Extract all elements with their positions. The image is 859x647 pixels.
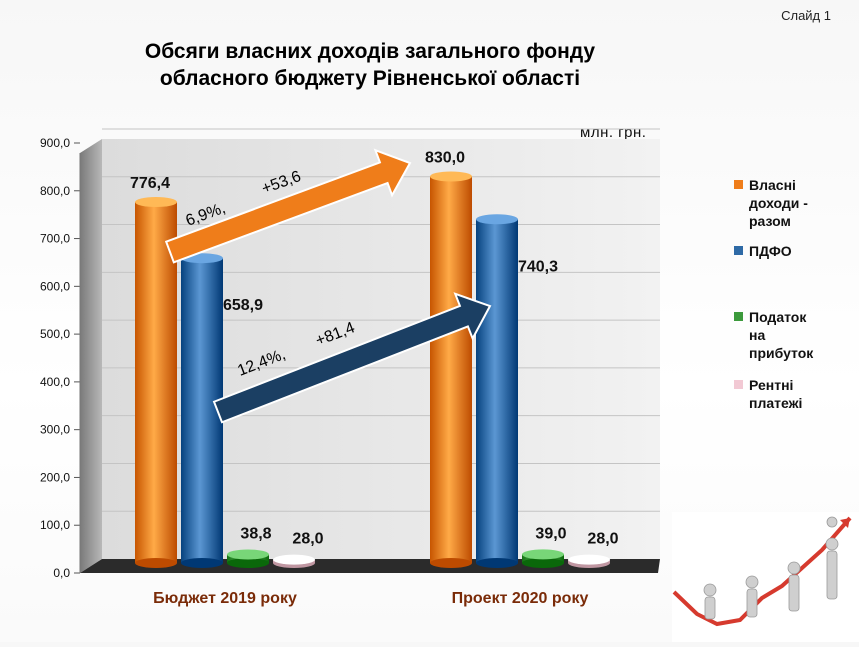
growth-chart-people-illustration xyxy=(672,512,859,642)
chart-title-line-1: Обсяги власних доходів загального фонду xyxy=(144,40,596,63)
bar-bottom xyxy=(135,558,177,568)
y-tick-label: 800,0 xyxy=(40,184,70,198)
y-tick-label: 300,0 xyxy=(40,423,70,437)
legend-line: доходи - xyxy=(749,195,808,211)
data-label: 28,0 xyxy=(587,531,618,548)
legend-swatch-rent xyxy=(734,380,743,389)
y-tick-label: 400,0 xyxy=(40,375,70,389)
data-label: 28,0 xyxy=(292,531,323,548)
bar-bottom xyxy=(181,558,223,568)
own-revenue-growth-arrow xyxy=(164,148,412,264)
bar-top xyxy=(227,549,269,560)
legend-swatch-profit-tax xyxy=(734,312,743,321)
bar-top xyxy=(135,197,177,208)
y-tick-label: 600,0 xyxy=(40,279,70,293)
bars-layer xyxy=(135,171,610,568)
growth-arrowhead xyxy=(840,518,850,528)
legend-label-pdfo: ПДФО xyxy=(749,242,792,260)
labels-layer: 776,4 658,9 38,8 28,0 Бюджет 2019 року 830,0 7… xyxy=(130,149,619,607)
legend-line: разом xyxy=(749,213,791,229)
legend-swatch-own-revenue xyxy=(734,180,743,189)
legend-label-rent: Рентні платежі xyxy=(749,376,802,412)
chart-side-wall xyxy=(80,139,102,573)
arrow-shape xyxy=(212,292,492,424)
bar-bottom xyxy=(522,558,564,568)
y-tick-label: 100,0 xyxy=(40,518,70,532)
legend-item-profit-tax: Податок на прибуток xyxy=(734,308,813,362)
figures xyxy=(703,516,839,620)
bar xyxy=(273,554,315,568)
category-label: Проект 2020 року xyxy=(452,590,589,607)
bar xyxy=(227,549,269,568)
legend-line: ПДФО xyxy=(749,243,792,259)
unit-label: млн. грн. xyxy=(580,124,647,141)
bar-body xyxy=(135,202,177,563)
legend-line: Власні xyxy=(749,177,796,193)
legend-line: Податок xyxy=(749,309,807,325)
legend-item-pdfo: ПДФО xyxy=(734,242,792,260)
growth-illustration-svg xyxy=(672,516,852,627)
legend-line: прибуток xyxy=(749,345,814,361)
bar-body xyxy=(476,219,518,563)
bar xyxy=(135,197,177,568)
data-label: 658,9 xyxy=(223,297,263,314)
bar-top xyxy=(430,171,472,182)
bar-bottom xyxy=(227,558,269,568)
y-tick-label: 500,0 xyxy=(40,327,70,341)
data-label: 38,8 xyxy=(240,525,271,542)
bar-top xyxy=(568,554,610,565)
bar xyxy=(430,171,472,568)
bar xyxy=(568,554,610,568)
legend-line: Рентні xyxy=(749,377,794,393)
bar-top xyxy=(476,214,518,225)
y-tick-label: 700,0 xyxy=(40,232,70,246)
chart-title: Обсяги власних доходів загального фонду … xyxy=(40,38,700,92)
legend-swatch-pdfo xyxy=(734,246,743,255)
bar-body xyxy=(181,258,223,563)
bar xyxy=(522,549,564,568)
bar-bottom xyxy=(476,558,518,568)
legend-label-own-revenue: Власні доходи - разом xyxy=(749,176,808,230)
legend-line: на xyxy=(749,327,766,343)
y-tick-label: 0,0 xyxy=(53,566,70,580)
bar-bottom xyxy=(430,558,472,568)
arrow-shape xyxy=(164,148,412,264)
growth-line xyxy=(672,516,852,627)
legend-line: платежі xyxy=(749,395,803,411)
bar xyxy=(476,214,518,568)
data-label: 830,0 xyxy=(425,149,465,166)
pdfo-growth-arrow xyxy=(212,292,492,424)
data-label: 740,3 xyxy=(518,258,558,275)
category-label: Бюджет 2019 року xyxy=(153,590,297,607)
data-label: 776,4 xyxy=(130,175,170,192)
bar-body xyxy=(430,176,472,563)
legend-label-profit-tax: Податок на прибуток xyxy=(749,308,813,362)
bar-top xyxy=(522,549,564,560)
chart-title-line-2: обласного бюджету Рівненської області xyxy=(159,67,581,90)
slide-label: Слайд 1 xyxy=(781,8,831,23)
y-tick-label: 900,0 xyxy=(40,136,70,150)
bar-top xyxy=(273,554,315,565)
y-tick-label: 200,0 xyxy=(40,470,70,484)
bar xyxy=(181,253,223,568)
legend-item-own-revenue: Власні доходи - разом xyxy=(734,176,808,230)
data-label: 39,0 xyxy=(535,525,566,542)
legend-item-rent: Рентні платежі xyxy=(734,376,802,412)
